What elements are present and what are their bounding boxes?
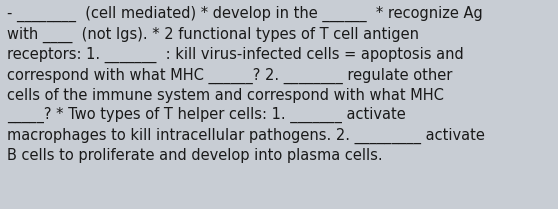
Text: - ________  (cell mediated) * develop in the ______  * recognize Ag
with ____  (: - ________ (cell mediated) * develop in … [7,6,485,163]
